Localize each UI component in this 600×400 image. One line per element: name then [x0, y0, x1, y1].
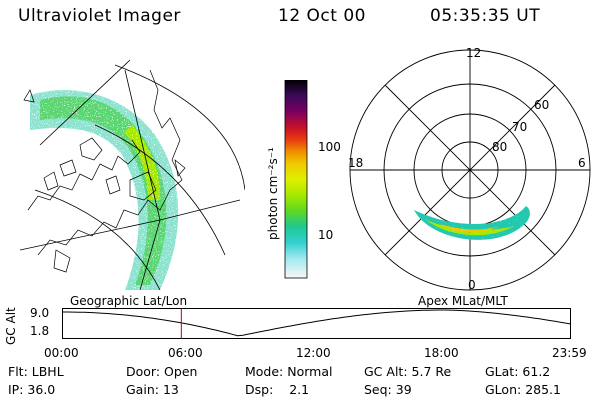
timeline-xtick-0600: 06:00 — [168, 346, 203, 360]
ip-info: IP: 36.0 — [8, 382, 56, 397]
glon-info: GLon: 285.1 — [485, 382, 561, 397]
timeline-ytick-low: 1.8 — [30, 324, 50, 338]
timeline-plot — [62, 308, 572, 339]
glat-value: 61.2 — [522, 364, 551, 379]
glon-value: 285.1 — [525, 382, 561, 397]
gain-info: Gain: 13 — [126, 382, 179, 397]
gcalt-value: 5.7 Re — [411, 364, 452, 379]
mlat-label-70: 70 — [512, 120, 528, 134]
geo-grid — [20, 59, 245, 290]
dsp-value: 2.1 — [289, 382, 310, 397]
geo-panel-label: Geographic Lat/Lon — [70, 294, 188, 308]
filter-value: LBHL — [31, 364, 64, 379]
polar-grid — [349, 49, 591, 291]
ip-value: 36.0 — [27, 382, 56, 397]
timeline-axis-label: GC Alt — [4, 307, 18, 345]
time-label: 05:35:35 UT — [430, 6, 541, 26]
colorbar — [284, 80, 308, 279]
colorbar-unit: photon cm⁻²s⁻¹ — [266, 147, 280, 240]
polar-plot — [349, 49, 591, 291]
mlt-label-18: 18 — [348, 156, 364, 170]
mode-value: Normal — [287, 364, 333, 379]
timeline-xtick-1800: 18:00 — [424, 346, 459, 360]
mlt-label-6: 6 — [578, 156, 586, 170]
timeline-xtick-2359: 23:59 — [552, 346, 587, 360]
mlt-label-12: 12 — [466, 46, 482, 60]
seq-value: 39 — [395, 382, 412, 397]
mlat-label-60: 60 — [534, 98, 550, 112]
polar-aurora — [414, 206, 530, 240]
polar-panel-label: Apex MLat/MLT — [418, 294, 508, 308]
colorbar-tick-100: 100 — [318, 140, 341, 154]
instrument-title: Ultraviolet Imager — [18, 6, 181, 26]
mode-info: Mode: Normal — [245, 364, 333, 379]
gcalt-info: GC Alt: 5.7 Re — [364, 364, 452, 379]
gain-value: 13 — [162, 382, 179, 397]
timeline-xtick-0000: 00:00 — [44, 346, 79, 360]
colorbar-tick-10: 10 — [318, 228, 334, 242]
door-info: Door: Open — [126, 364, 198, 379]
timeline-ytick-high: 9.0 — [30, 306, 50, 320]
dsp-info: Dsp: 2.1 — [245, 382, 310, 397]
timeline-xtick-1200: 12:00 — [296, 346, 331, 360]
geographic-map — [20, 59, 245, 290]
coastline — [23, 69, 186, 273]
mlat-label-80: 80 — [492, 140, 508, 154]
mlt-label-0: 0 — [468, 278, 476, 292]
date-label: 12 Oct 00 — [278, 6, 366, 26]
door-value: Open — [164, 364, 198, 379]
filter-info: Flt: LBHL — [8, 364, 64, 379]
glat-info: GLat: 61.2 — [485, 364, 551, 379]
seq-info: Seq: 39 — [364, 382, 412, 397]
